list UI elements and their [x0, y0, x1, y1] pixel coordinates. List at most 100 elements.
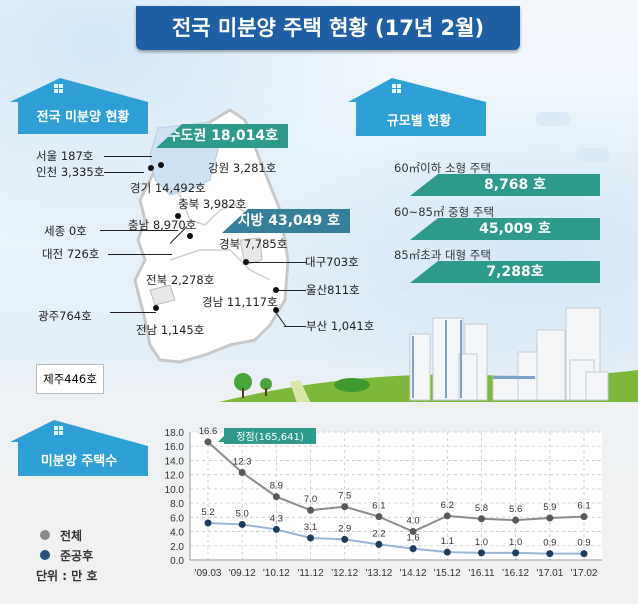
- data-label: 5.9: [543, 502, 556, 513]
- region-dot: [148, 165, 154, 171]
- region-dot: [187, 233, 193, 239]
- region-label-jeonbuk: 전북 2,278호: [146, 273, 215, 287]
- y-tick-label: 4.0: [170, 528, 184, 539]
- data-label: 5.6: [509, 504, 522, 515]
- x-tick-label: '11.12: [297, 568, 324, 579]
- data-point: [477, 515, 485, 523]
- national-section-header: 전국 미분양 현황: [10, 72, 148, 134]
- region-dot: [158, 162, 164, 168]
- x-tick-label: '17.02: [571, 568, 598, 579]
- region-label-sejong: 세종 0호: [44, 224, 87, 238]
- cloud-decoration: [536, 112, 570, 126]
- series-line: [207, 522, 584, 555]
- data-label: 7.5: [338, 491, 351, 502]
- region-label-gyeonggi: 경기 14,492호: [130, 181, 206, 195]
- leader-line: [104, 156, 152, 157]
- data-point: [204, 519, 212, 527]
- leader-line: [100, 230, 178, 231]
- data-label: 5.0: [236, 508, 249, 519]
- data-label: 3.1: [304, 522, 317, 533]
- data-point: [238, 469, 246, 477]
- legend-item-total: 전체: [40, 525, 98, 545]
- house-icon: [348, 78, 486, 136]
- region-dot: [273, 287, 279, 293]
- data-label: 1.1: [441, 536, 454, 547]
- data-label: 5.8: [475, 503, 488, 514]
- region-label-gangwon: 강원 3,281호: [208, 161, 277, 175]
- y-tick-label: 14.0: [165, 456, 185, 467]
- region-label-gyeongbuk: 경북 7,785호: [219, 237, 288, 251]
- leader-line: [278, 290, 306, 291]
- y-tick-label: 2.0: [170, 542, 184, 553]
- data-point: [443, 512, 451, 520]
- size-item-small-value: 8,768 호: [410, 174, 600, 196]
- region-label-chungnam: 충남 8,970호: [128, 218, 197, 232]
- region-label-gyeongnam: 경남 11,117호: [202, 295, 278, 309]
- korea-map: [133, 108, 290, 364]
- data-label: 6.1: [372, 501, 385, 512]
- house-icon: [10, 420, 148, 476]
- legend-swatch-total: [40, 530, 50, 540]
- size-item-medium-value: 45,009 호: [410, 218, 600, 240]
- cloud-decoration: [576, 148, 610, 162]
- x-tick-label: '13.12: [365, 568, 392, 579]
- data-label: 2.2: [372, 528, 385, 539]
- region-label-gwangju: 광주764호: [38, 309, 92, 323]
- plot-area: [190, 432, 602, 560]
- capital-area-banner: 수도권 18,014호: [156, 124, 288, 148]
- sky-background: [0, 0, 638, 410]
- unsold-housing-line-chart: 0.0 2.0 4.0 6.0 8.0 10.0 12.0 14.0 16.0 18.0 '09.0…: [165, 426, 602, 579]
- x-tick-label: '14.12: [400, 568, 427, 579]
- data-point: [375, 513, 383, 521]
- national-section-label: 전국 미분양 현황: [36, 110, 130, 125]
- data-label: 12.3: [233, 457, 252, 468]
- data-point: [204, 438, 212, 446]
- y-tick-label: 6.0: [170, 513, 184, 524]
- data-point: [443, 548, 451, 556]
- leader-line: [104, 172, 144, 173]
- data-label: 4.0: [406, 516, 419, 527]
- data-point: [512, 516, 520, 524]
- size-section-label: 규모별 현황: [386, 114, 452, 129]
- region-dot: [153, 305, 159, 311]
- data-point: [272, 493, 280, 501]
- legend-label-total: 전체: [60, 528, 83, 543]
- trend-section-header: 미분양 주택수: [10, 418, 148, 480]
- leader-line: [248, 262, 306, 263]
- hill-base: [0, 402, 638, 412]
- data-point: [375, 540, 383, 548]
- y-tick-label: 12.0: [165, 471, 185, 482]
- x-tick-label: '16.12: [502, 568, 529, 579]
- region-label-incheon: 인천 3,335호: [36, 165, 105, 179]
- data-point: [580, 550, 588, 558]
- x-tick-label: '09.03: [195, 568, 222, 579]
- data-point: [477, 549, 485, 557]
- region-dot: [175, 213, 181, 219]
- x-tick-label: '15.12: [434, 568, 461, 579]
- data-label: 1.0: [509, 537, 522, 548]
- data-point: [409, 545, 417, 553]
- data-label: 2.9: [338, 523, 351, 534]
- data-label: 6.2: [441, 500, 454, 511]
- data-label: 5.2: [201, 507, 214, 518]
- chart-legend: 전체 준공후 단위 : 만 호: [36, 525, 98, 585]
- region-label-ulsan: 울산811호: [306, 283, 360, 297]
- region-label-daegu: 대구703호: [305, 255, 359, 269]
- data-point: [272, 525, 280, 533]
- leader-line: [284, 326, 306, 327]
- y-tick-label: 18.0: [165, 428, 185, 439]
- region-label-seoul: 서울 187호: [36, 149, 94, 163]
- series-line: [207, 441, 585, 533]
- data-point: [546, 514, 554, 522]
- data-label: 0.9: [577, 538, 590, 549]
- leader-line: [110, 312, 156, 313]
- chart-unit: 단위 : 만 호: [36, 568, 98, 583]
- y-tick-label: 0.0: [170, 556, 184, 567]
- y-tick-label: 10.0: [165, 485, 185, 496]
- region-dot: [273, 307, 279, 313]
- x-tick-label: '16.11: [468, 568, 495, 579]
- data-point: [238, 520, 246, 528]
- size-section-header: 규모별 현황: [348, 74, 486, 136]
- y-tick-label: 8.0: [170, 499, 184, 510]
